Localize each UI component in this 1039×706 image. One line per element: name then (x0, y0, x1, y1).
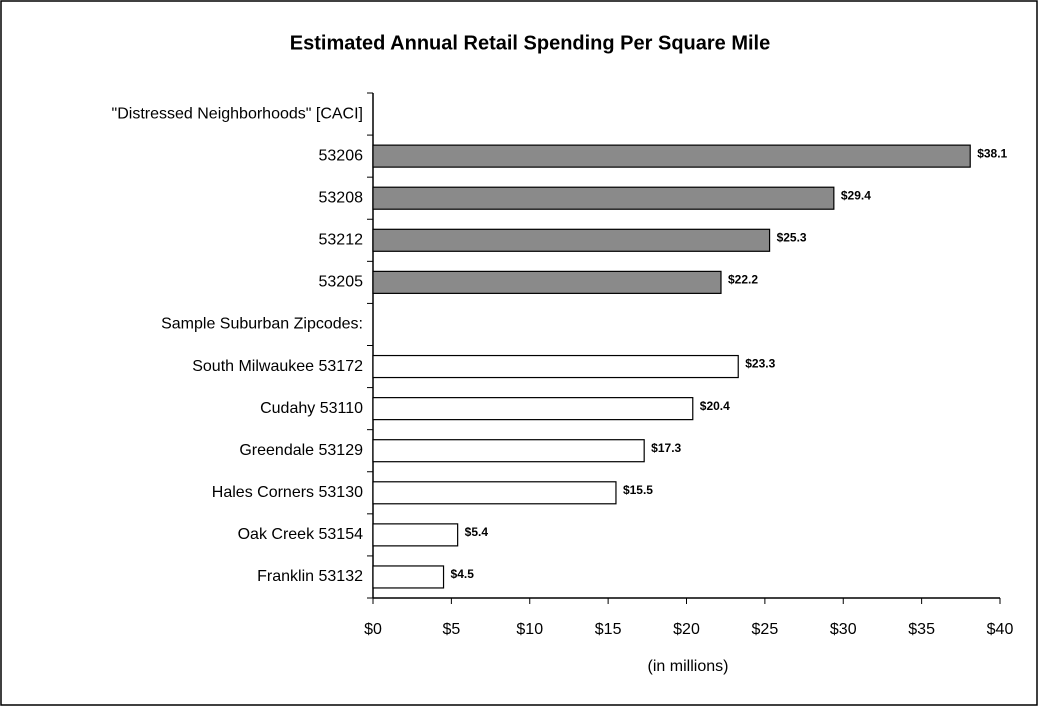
y-tick-label: 53208 (319, 189, 364, 206)
bar (372, 228, 771, 252)
y-tick-label: Oak Creek 53154 (238, 526, 364, 543)
value-label: $17.3 (651, 441, 681, 455)
bar (372, 144, 971, 168)
y-tick-label: Franklin 53132 (257, 568, 363, 585)
value-label: $4.5 (451, 567, 475, 581)
value-label: $22.2 (728, 273, 758, 287)
value-label: $25.3 (777, 230, 807, 244)
x-tick-label: $5 (442, 621, 460, 638)
x-tick-label: $0 (364, 621, 382, 638)
x-tick-label: $15 (595, 621, 622, 638)
bar (372, 354, 739, 379)
bar (372, 523, 459, 547)
x-tick-label: $35 (908, 621, 935, 638)
y-tick-label: 53205 (319, 274, 364, 291)
y-tick-label: Greendale 53129 (239, 442, 363, 459)
chart-title: Estimated Annual Retail Spending Per Squ… (290, 32, 770, 54)
value-label: $38.1 (977, 146, 1007, 160)
x-tick-label: $10 (516, 621, 543, 638)
bar (372, 481, 617, 505)
bar (372, 397, 694, 421)
x-tick-label: $25 (752, 621, 779, 638)
value-label: $23.3 (745, 357, 775, 371)
bar (372, 270, 722, 294)
y-tick-label: Sample Suburban Zipcodes: (161, 316, 363, 333)
bar (372, 186, 835, 210)
value-label: $15.5 (623, 483, 653, 497)
y-tick-label: Cudahy 53110 (260, 400, 363, 417)
value-label: $5.4 (465, 525, 489, 539)
y-tick-label: "Distressed Neighborhoods" [CACI] (112, 105, 363, 122)
y-tick-label: 53206 (319, 147, 364, 164)
value-label: $29.4 (841, 188, 871, 202)
bar (372, 565, 445, 589)
y-tick-label: South Milwaukee 53172 (192, 358, 363, 375)
value-label: $20.4 (700, 399, 730, 413)
y-tick-label: Hales Corners 53130 (212, 484, 363, 501)
bar (372, 439, 645, 463)
x-tick-label: $40 (987, 621, 1014, 638)
x-tick-label: $30 (830, 621, 857, 638)
x-tick-label: $20 (673, 621, 700, 638)
y-tick-label: 53212 (319, 232, 364, 249)
x-axis-label: (in millions) (648, 658, 729, 675)
